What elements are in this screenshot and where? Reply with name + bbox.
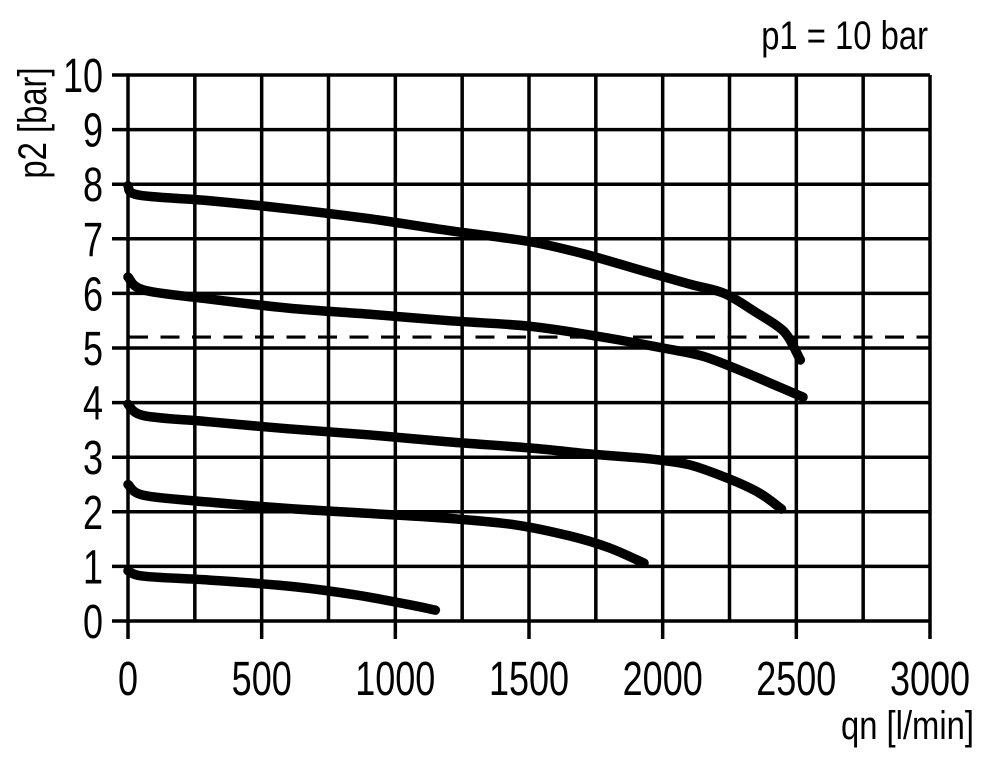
- grid-layer: [112, 73, 932, 639]
- y-tick-label: 9: [83, 104, 103, 157]
- annotation-p1: p1 = 10 bar: [761, 13, 928, 58]
- x-tick-label: 500: [232, 652, 292, 705]
- y-tick-label: 1: [83, 540, 103, 593]
- x-tick-label: 0: [118, 652, 138, 705]
- x-tick-label: 2500: [756, 652, 836, 705]
- y-tick-label: 6: [83, 267, 103, 320]
- x-tick-label: 1000: [355, 652, 435, 705]
- y-axis-title: p2 [bar]: [10, 67, 55, 178]
- y-tick-label: 10: [63, 49, 103, 102]
- y-tick-label: 2: [83, 486, 103, 539]
- y-tick-label: 0: [83, 595, 103, 648]
- y-tick-label: 4: [83, 377, 103, 430]
- y-tick-label: 8: [83, 158, 103, 211]
- curve-layer: [123, 181, 808, 615]
- series-curve-1-set-8bar: [123, 181, 806, 365]
- series-curve-2-set-6bar: [123, 272, 808, 402]
- x-tick-label: 2000: [623, 652, 703, 705]
- series-curve-5-set-1bar: [123, 566, 441, 615]
- y-tick-label: 3: [83, 431, 103, 484]
- series-curve-4-set-2bar: [123, 479, 649, 568]
- x-tick-label: 1500: [489, 652, 569, 705]
- y-tick-label: 5: [83, 322, 103, 375]
- x-axis-title: qn [l/min]: [841, 703, 974, 748]
- x-tick-label: 3000: [890, 652, 970, 705]
- y-tick-label: 7: [83, 213, 103, 266]
- series-curve-3-set-4bar: [123, 399, 787, 514]
